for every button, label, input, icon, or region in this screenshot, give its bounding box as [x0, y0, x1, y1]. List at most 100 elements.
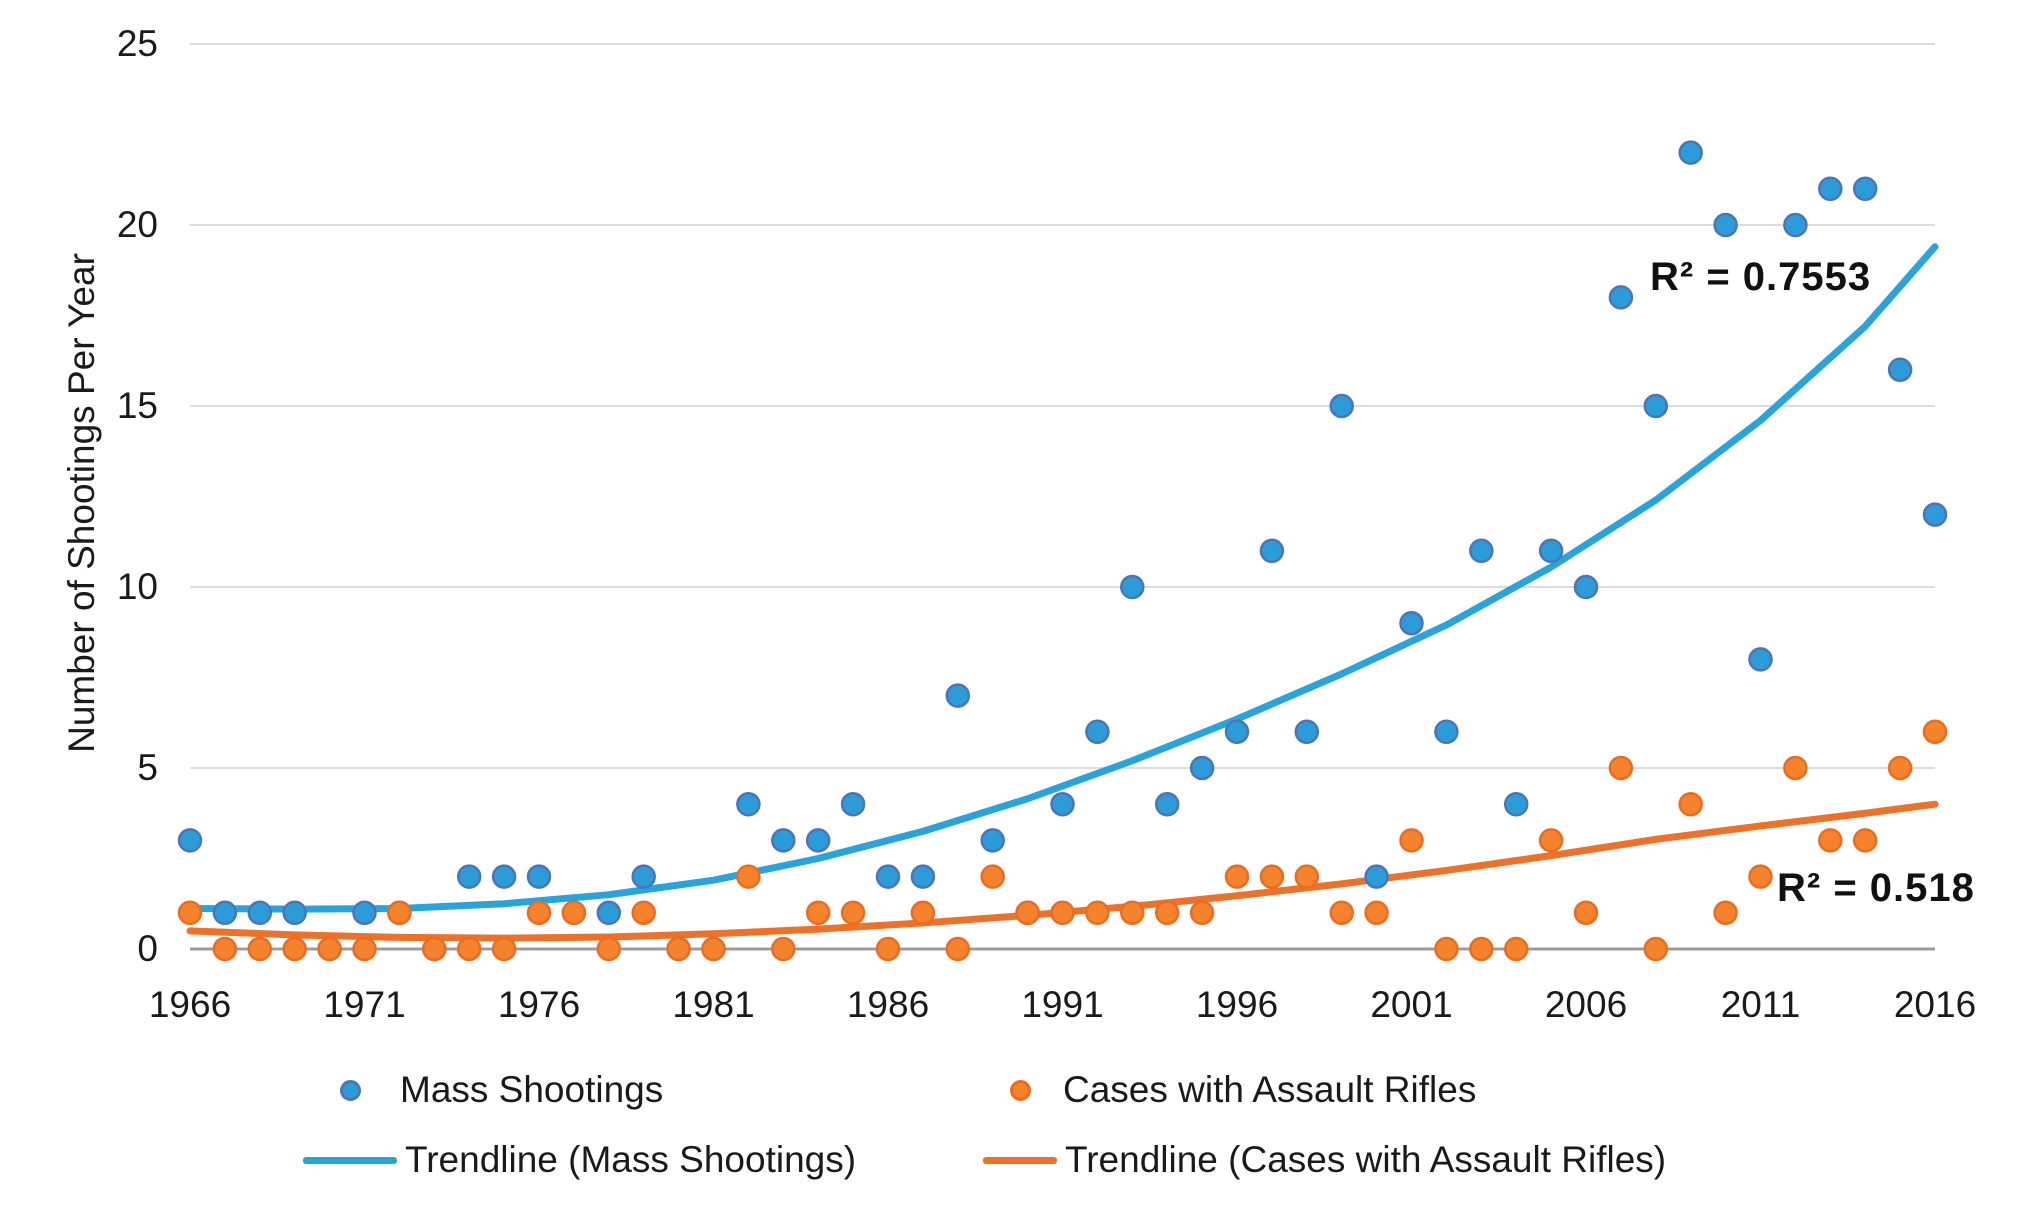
- data-point-assault-rifles-1969: [282, 936, 307, 962]
- x-tick-label-2006: 2006: [1544, 984, 1628, 1025]
- data-point-assault-rifles-1973: [422, 936, 447, 962]
- data-point-assault-rifles-2012: [1783, 755, 1808, 781]
- data-point-mass-shootings-1982: [736, 791, 761, 817]
- data-point-assault-rifles-1991: [1050, 900, 1075, 926]
- trendlines: [186, 243, 1939, 942]
- data-point-mass-shootings-2002: [1434, 719, 1459, 745]
- data-point-mass-shootings-1967: [212, 900, 238, 926]
- data-point-mass-shootings-1983: [771, 828, 796, 853]
- data-point-assault-rifles-1993: [1120, 900, 1145, 926]
- data-point-assault-rifles-1989: [980, 864, 1005, 889]
- data-point-mass-shootings-1991: [1050, 791, 1075, 817]
- data-point-mass-shootings-1986: [875, 864, 901, 889]
- data-point-assault-rifles-1997: [1259, 864, 1285, 889]
- x-tick-label-1986: 1986: [846, 984, 930, 1025]
- data-point-assault-rifles-1994: [1154, 900, 1180, 926]
- data-point-mass-shootings-1995: [1189, 755, 1215, 781]
- data-point-assault-rifles-2009: [1678, 791, 1703, 817]
- data-point-assault-rifles-1972: [387, 900, 412, 926]
- data-point-assault-rifles-1992: [1085, 900, 1110, 926]
- data-point-assault-rifles-1983: [771, 936, 796, 962]
- data-point-mass-shootings-2010: [1713, 212, 1738, 238]
- y-tick-label-25: 25: [116, 23, 158, 64]
- data-point-mass-shootings-1975: [491, 864, 517, 889]
- data-point-assault-rifles-2013: [1818, 828, 1843, 853]
- y-tick-label-0: 0: [137, 928, 158, 969]
- data-point-assault-rifles-1966: [177, 900, 203, 926]
- data-point-mass-shootings-1997: [1259, 538, 1285, 564]
- data-point-mass-shootings-2012: [1783, 212, 1808, 238]
- x-tick-label-2016: 2016: [1893, 984, 1977, 1025]
- data-point-assault-rifles-1984: [805, 900, 831, 926]
- data-point-mass-shootings-1998: [1294, 719, 1320, 745]
- data-point-assault-rifles-2016: [1922, 719, 1948, 745]
- data-point-mass-shootings-1971: [352, 900, 377, 926]
- x-tick-label-1971: 1971: [323, 984, 406, 1025]
- data-point-mass-shootings-1968: [247, 900, 273, 926]
- data-point-mass-shootings-1974: [456, 864, 482, 889]
- data-point-mass-shootings-1969: [282, 900, 307, 926]
- r-squared-label-mass-shootings: R² = 0.7553: [1650, 255, 1872, 299]
- data-point-mass-shootings-2003: [1469, 538, 1494, 564]
- data-point-mass-shootings-2016: [1922, 502, 1948, 527]
- data-point-assault-rifles-2010: [1713, 900, 1738, 926]
- data-point-assault-rifles-1981: [701, 936, 726, 962]
- trendline-mass-shootings: [186, 243, 1939, 913]
- data-point-mass-shootings-1993: [1120, 574, 1145, 600]
- y-tick-label-20: 20: [116, 204, 158, 245]
- data-point-assault-rifles-1996: [1224, 864, 1250, 889]
- data-point-assault-rifles-1970: [317, 936, 342, 962]
- data-point-mass-shootings-1985: [840, 791, 866, 817]
- data-point-assault-rifles-2014: [1852, 828, 1878, 853]
- data-point-assault-rifles-2000: [1364, 900, 1389, 926]
- data-point-mass-shootings-2008: [1643, 393, 1669, 419]
- data-point-assault-rifles-1975: [491, 936, 517, 962]
- data-point-assault-rifles-2004: [1503, 936, 1529, 962]
- data-point-mass-shootings-2001: [1399, 610, 1424, 636]
- legend-marker-assault-rifles-icon: [1010, 1080, 1031, 1101]
- data-point-assault-rifles-1985: [840, 900, 866, 926]
- x-tick-label-2001: 2001: [1370, 984, 1453, 1025]
- legend-label-trendline-assault-rifles: Trendline (Cases with Assault Rifles): [1065, 1139, 1667, 1180]
- data-point-assault-rifles-2001: [1399, 828, 1424, 853]
- data-point-assault-rifles-1978: [596, 936, 622, 962]
- data-point-assault-rifles-2008: [1643, 936, 1669, 962]
- data-point-mass-shootings-2006: [1573, 574, 1599, 600]
- data-point-assault-rifles-1971: [352, 936, 377, 962]
- x-tick-label-1976: 1976: [497, 984, 581, 1025]
- data-point-mass-shootings-1999: [1329, 393, 1354, 419]
- y-tick-label-5: 5: [137, 747, 158, 788]
- data-point-assault-rifles-1968: [247, 936, 273, 962]
- data-point-mass-shootings-2013: [1818, 176, 1843, 202]
- x-tick-label-2011: 2011: [1720, 984, 1801, 1025]
- data-point-assault-rifles-1977: [561, 900, 587, 926]
- data-point-assault-rifles-2003: [1469, 936, 1494, 962]
- legend-marker-mass-shootings-icon: [340, 1080, 361, 1101]
- data-point-mass-shootings-1979: [631, 864, 656, 889]
- x-tick-label-1981: 1981: [672, 984, 755, 1025]
- y-tick-label-10: 10: [116, 566, 158, 607]
- x-tick-label-1966: 1966: [148, 984, 232, 1025]
- data-point-assault-rifles-2015: [1887, 755, 1913, 781]
- data-point-mass-shootings-1994: [1154, 791, 1180, 817]
- data-point-mass-shootings-2007: [1608, 285, 1634, 310]
- data-point-assault-rifles-1967: [212, 936, 238, 962]
- data-point-assault-rifles-2011: [1748, 864, 1773, 889]
- data-point-assault-rifles-2007: [1608, 755, 1634, 781]
- data-point-mass-shootings-2000: [1364, 864, 1389, 889]
- data-point-assault-rifles-1982: [736, 864, 761, 889]
- data-point-mass-shootings-1966: [177, 828, 203, 853]
- data-point-mass-shootings-1988: [945, 683, 971, 708]
- x-tick-label-1991: 1991: [1021, 984, 1104, 1025]
- data-point-mass-shootings-1984: [805, 828, 831, 853]
- data-point-mass-shootings-1989: [980, 828, 1005, 853]
- data-point-assault-rifles-1998: [1294, 864, 1320, 889]
- data-point-mass-shootings-1978: [596, 900, 622, 926]
- data-point-assault-rifles-1999: [1329, 900, 1354, 926]
- data-point-mass-shootings-2004: [1503, 791, 1529, 817]
- data-point-assault-rifles-1979: [631, 900, 656, 926]
- legend-label-trendline-mass-shootings: Trendline (Mass Shootings): [405, 1139, 857, 1180]
- data-point-mass-shootings-1996: [1224, 719, 1250, 745]
